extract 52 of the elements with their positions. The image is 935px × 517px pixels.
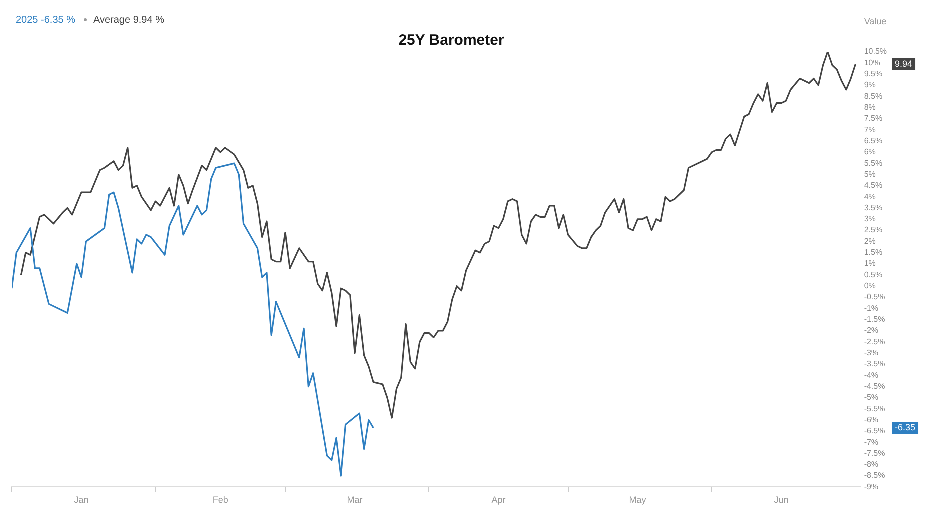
chart-title: 25Y Barometer bbox=[398, 32, 504, 50]
y-tick-label: -4.5% bbox=[864, 382, 886, 391]
y-tick-label: -9% bbox=[864, 482, 879, 492]
y-tick-label: 6% bbox=[864, 148, 876, 157]
y-axis-title: Value bbox=[864, 16, 887, 26]
y-tick-label: -8.5% bbox=[864, 471, 886, 480]
y-tick-label: 5% bbox=[864, 170, 876, 179]
y-tick-label: -1.5% bbox=[864, 315, 886, 324]
text: Average 9.94 % bbox=[93, 14, 164, 26]
y-tick-label: 2% bbox=[864, 236, 876, 246]
y-tick-label: -8% bbox=[864, 460, 879, 470]
y-tick-label: -6.5% bbox=[864, 426, 886, 436]
y-tick-label: 10% bbox=[864, 58, 880, 68]
y-tick-label: 8% bbox=[864, 103, 876, 112]
y-tick-label: 3% bbox=[864, 214, 876, 224]
y-tick-label: -0.5% bbox=[864, 292, 886, 302]
y-tick-label: 5.5% bbox=[864, 158, 883, 168]
text: -6.35 bbox=[895, 422, 916, 433]
y-tick-label: -3% bbox=[864, 348, 879, 358]
x-tick-label: Jan bbox=[74, 495, 89, 506]
y-tick-label: -7.5% bbox=[864, 448, 886, 458]
y-tick-label: 10.5% bbox=[864, 47, 888, 56]
y-tick-label: 2.5% bbox=[864, 226, 883, 235]
x-tick-label: May bbox=[629, 495, 647, 506]
x-tick-label: Mar bbox=[347, 495, 363, 506]
y-tick-label: 6.5% bbox=[864, 136, 883, 146]
y-tick-label: 7% bbox=[864, 125, 876, 134]
y-tick-label: 4% bbox=[864, 192, 876, 202]
y-tick-label: -1% bbox=[864, 304, 879, 313]
text: 2025 -6.35 % bbox=[16, 14, 76, 26]
y-tick-label: -2% bbox=[864, 326, 879, 336]
y-tick-label: 7.5% bbox=[864, 114, 883, 124]
y-tick-label: -6% bbox=[864, 415, 879, 424]
y-tick-label: 3.5% bbox=[864, 203, 883, 212]
y-tick-label: -2.5% bbox=[864, 337, 886, 346]
y-tick-label: 9.5% bbox=[864, 70, 883, 79]
y-tick-label: 0% bbox=[864, 282, 876, 291]
y-tick-label: -7% bbox=[864, 438, 879, 447]
x-tick-label: Feb bbox=[212, 495, 228, 506]
y-tick-label: 8.5% bbox=[864, 92, 883, 101]
y-tick-label: -5.5% bbox=[864, 404, 886, 414]
y-tick-label: 1.5% bbox=[864, 248, 883, 258]
y-tick-label: 9% bbox=[864, 80, 876, 90]
y-tick-label: 4.5% bbox=[864, 181, 883, 190]
y-tick-label: -4% bbox=[864, 370, 879, 380]
text: 9.94 bbox=[895, 58, 913, 69]
x-tick-label: Apr bbox=[492, 495, 506, 506]
y-tick-label: 1% bbox=[864, 259, 876, 268]
y-tick-label: -5% bbox=[864, 393, 879, 402]
y-tick-label: 0.5% bbox=[864, 270, 883, 280]
y-tick-label: -3.5% bbox=[864, 360, 886, 369]
x-tick-label: Jun bbox=[774, 495, 789, 506]
